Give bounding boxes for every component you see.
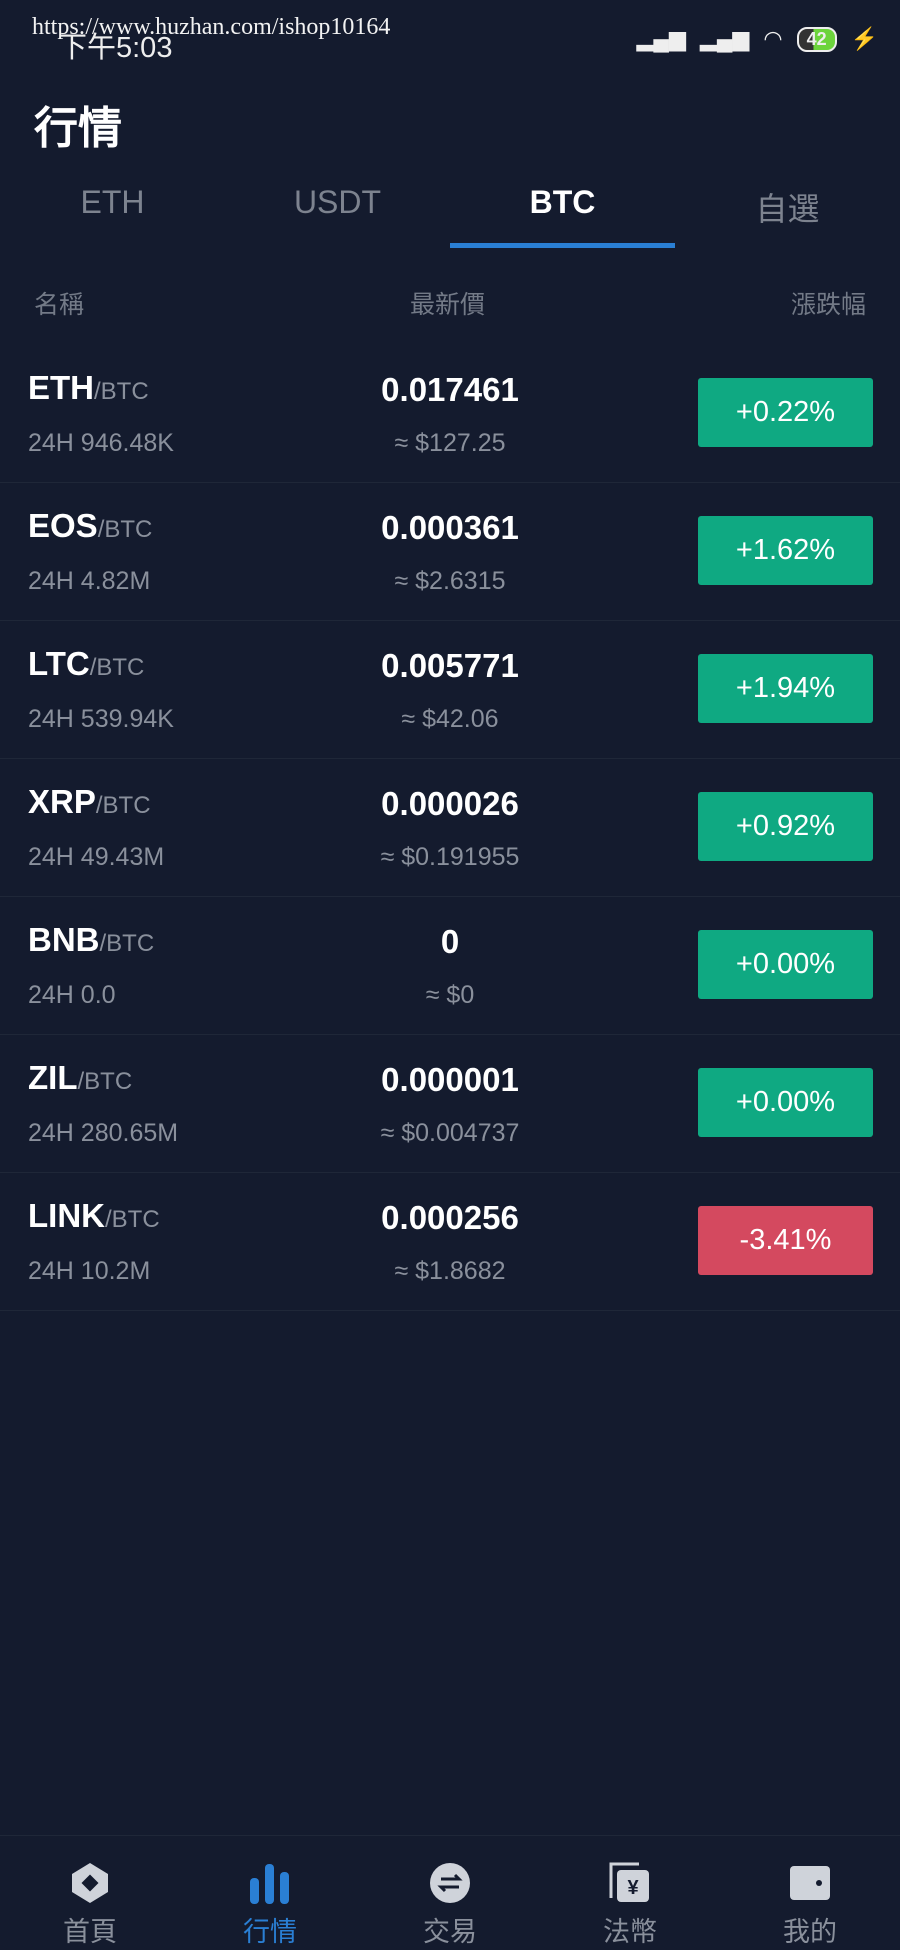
last-price: 0 bbox=[440, 923, 460, 960]
market-tabs: ETH USDT BTC 自選 bbox=[0, 178, 900, 248]
base-symbol: ZIL bbox=[28, 1059, 78, 1096]
nav-label: 法幣 bbox=[603, 1917, 657, 1947]
base-symbol: XRP bbox=[28, 783, 96, 820]
quote-symbol: /BTC bbox=[94, 378, 149, 405]
tab-btc[interactable]: BTC bbox=[450, 178, 675, 248]
change-badge: -3.41% bbox=[698, 1206, 873, 1275]
change-badge: +0.22% bbox=[698, 378, 873, 447]
change-badge: +0.00% bbox=[698, 1068, 873, 1137]
change-badge: +1.62% bbox=[698, 516, 873, 585]
usd-price: ≈ $127.25 bbox=[394, 429, 506, 457]
base-symbol: BNB bbox=[28, 921, 100, 958]
usd-price: ≈ $2.6315 bbox=[394, 567, 506, 595]
fiat-yen-icon: ¥ bbox=[609, 1862, 651, 1904]
usd-price: ≈ $0 bbox=[425, 981, 475, 1009]
wifi-icon: ◠ bbox=[763, 26, 783, 51]
nav-item[interactable]: 首頁 bbox=[0, 1836, 180, 1950]
pair-symbol: LTC/BTC bbox=[28, 645, 144, 683]
base-symbol: LTC bbox=[28, 645, 90, 682]
market-row[interactable]: EOS/BTC 24H 4.82M 0.000361 ≈ $2.6315 +1.… bbox=[0, 483, 900, 621]
bottom-nav: 首頁 行情 交易 ¥ 法幣 我的 bbox=[0, 1835, 900, 1950]
pair-symbol: LINK/BTC bbox=[28, 1197, 160, 1235]
quote-symbol: /BTC bbox=[99, 930, 155, 957]
col-price[interactable]: 最新價 bbox=[410, 291, 486, 319]
nav-label: 我的 bbox=[783, 1917, 837, 1947]
volume-24h: 24H 539.94K bbox=[28, 705, 174, 733]
base-symbol: ETH bbox=[28, 369, 94, 406]
market-row[interactable]: BNB/BTC 24H 0.0 0 ≈ $0 +0.00% bbox=[0, 897, 900, 1035]
change-badge: +0.00% bbox=[698, 930, 873, 999]
nav-label: 交易 bbox=[423, 1917, 477, 1947]
pair-symbol: BNB/BTC bbox=[28, 921, 154, 959]
market-bars-icon bbox=[248, 1862, 292, 1904]
col-name[interactable]: 名稱 bbox=[34, 291, 85, 319]
svg-text:¥: ¥ bbox=[627, 1877, 639, 1899]
watermark: https://www.huzhan.com/ishop10164 bbox=[32, 14, 391, 40]
last-price: 0.000001 bbox=[381, 1061, 519, 1098]
pair-symbol: XRP/BTC bbox=[28, 783, 151, 821]
tab-favorites[interactable]: 自選 bbox=[755, 191, 820, 227]
volume-24h: 24H 49.43M bbox=[28, 843, 165, 871]
last-price: 0.000026 bbox=[381, 785, 519, 822]
change-badge: +1.94% bbox=[698, 654, 873, 723]
tab-eth[interactable]: ETH bbox=[80, 184, 145, 220]
usd-price: ≈ $42.06 bbox=[401, 705, 499, 733]
usd-price: ≈ $0.004737 bbox=[380, 1119, 520, 1147]
volume-24h: 24H 280.65M bbox=[28, 1119, 179, 1147]
usd-price: ≈ $1.8682 bbox=[394, 1257, 506, 1285]
market-row[interactable]: ETH/BTC 24H 946.48K 0.017461 ≈ $127.25 +… bbox=[0, 345, 900, 483]
status-bar: 下午5:03 https://www.huzhan.com/ishop10164… bbox=[0, 0, 900, 70]
market-row[interactable]: LINK/BTC 24H 10.2M 0.000256 ≈ $1.8682 -3… bbox=[0, 1173, 900, 1311]
market-row[interactable]: LTC/BTC 24H 539.94K 0.005771 ≈ $42.06 +1… bbox=[0, 621, 900, 759]
pair-symbol: ETH/BTC bbox=[28, 369, 149, 407]
nav-item[interactable]: 我的 bbox=[720, 1836, 900, 1950]
quote-symbol: /BTC bbox=[97, 516, 153, 543]
signal-icon: ▂▄▆ bbox=[699, 26, 750, 51]
market-row[interactable]: XRP/BTC 24H 49.43M 0.000026 ≈ $0.191955 … bbox=[0, 759, 900, 897]
exchange-icon bbox=[429, 1862, 471, 1904]
volume-24h: 24H 0.0 bbox=[28, 981, 116, 1009]
volume-24h: 24H 946.48K bbox=[28, 429, 174, 457]
quote-symbol: /BTC bbox=[105, 1206, 160, 1233]
nav-item[interactable]: 行情 bbox=[180, 1836, 360, 1950]
quote-symbol: /BTC bbox=[89, 654, 145, 681]
nav-label: 首頁 bbox=[63, 1917, 117, 1947]
base-symbol: EOS bbox=[28, 507, 98, 544]
nav-label: 行情 bbox=[243, 1917, 297, 1947]
volume-24h: 24H 4.82M bbox=[28, 567, 151, 595]
page-title: 行情 bbox=[34, 104, 122, 153]
volume-24h: 24H 10.2M bbox=[28, 1257, 151, 1285]
market-row[interactable]: ZIL/BTC 24H 280.65M 0.000001 ≈ $0.004737… bbox=[0, 1035, 900, 1173]
quote-symbol: /BTC bbox=[77, 1068, 133, 1095]
last-price: 0.000361 bbox=[381, 509, 519, 546]
status-time: 下午5:03 bbox=[58, 32, 173, 64]
tab-usdt[interactable]: USDT bbox=[293, 184, 382, 220]
signal-icon: ▂▄▆ bbox=[636, 26, 686, 51]
nav-item[interactable]: 交易 bbox=[360, 1836, 540, 1950]
usd-price: ≈ $0.191955 bbox=[380, 843, 520, 871]
market-list: ETH/BTC 24H 946.48K 0.017461 ≈ $127.25 +… bbox=[0, 345, 900, 1311]
col-change[interactable]: 漲跌幅 bbox=[790, 291, 866, 319]
wallet-icon bbox=[789, 1862, 831, 1904]
battery-icon: 42 bbox=[796, 26, 837, 52]
charging-icon: ⚡ bbox=[850, 26, 878, 51]
last-price: 0.005771 bbox=[381, 647, 519, 684]
pair-symbol: EOS/BTC bbox=[28, 507, 152, 545]
change-badge: +0.92% bbox=[698, 792, 873, 861]
home-hexagon-icon bbox=[70, 1862, 110, 1904]
last-price: 0.017461 bbox=[381, 371, 519, 408]
nav-item[interactable]: ¥ 法幣 bbox=[540, 1836, 720, 1950]
last-price: 0.000256 bbox=[381, 1199, 519, 1236]
quote-symbol: /BTC bbox=[95, 792, 151, 819]
pair-symbol: ZIL/BTC bbox=[28, 1059, 132, 1097]
base-symbol: LINK bbox=[28, 1197, 105, 1234]
